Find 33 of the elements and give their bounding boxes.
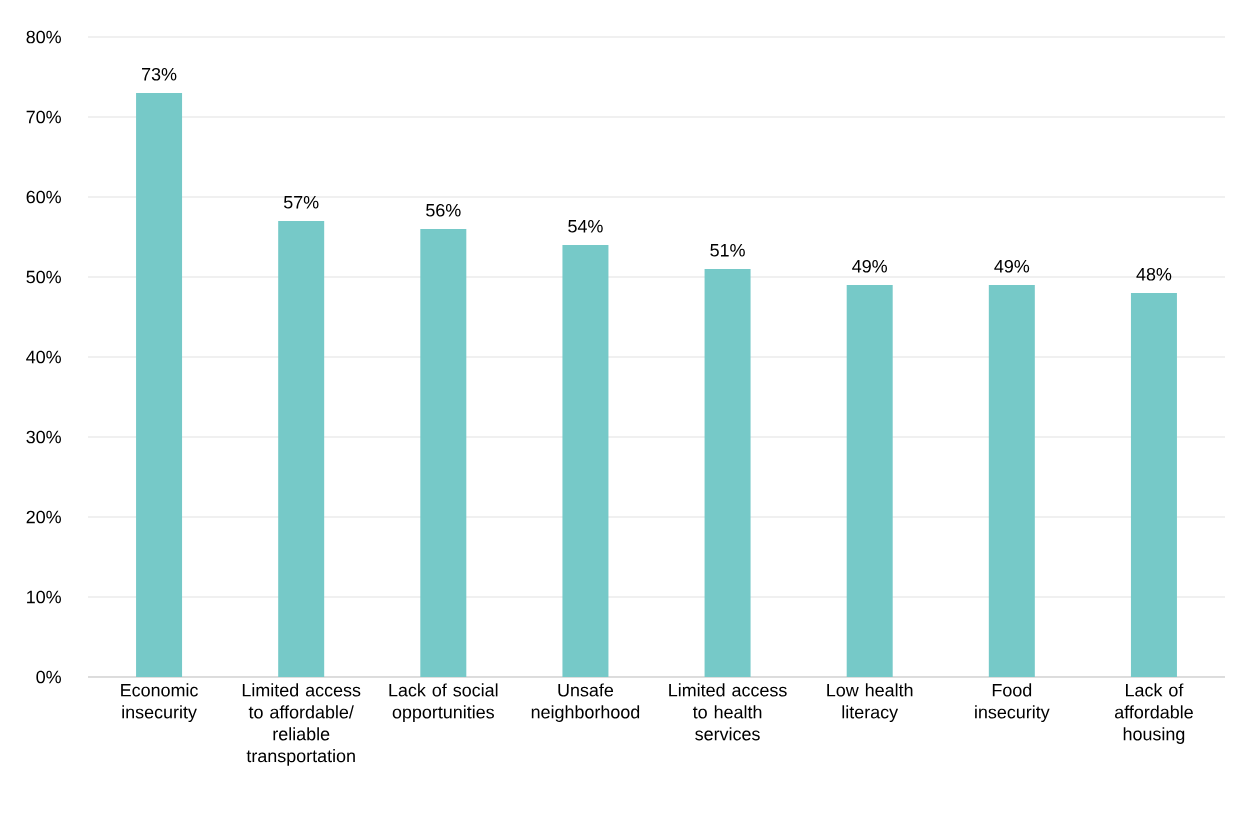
y-tick-label: 70% <box>26 110 61 124</box>
bar <box>988 285 1035 677</box>
data-label: 56% <box>426 203 461 217</box>
y-tick-label: 80% <box>26 30 61 44</box>
data-label: 54% <box>568 219 603 233</box>
x-tick-label: Unsafe neighborhood <box>531 683 640 722</box>
x-tick-label: Limited access to affordable/ reliable transportation <box>242 683 361 766</box>
y-tick-label: 10% <box>27 590 61 604</box>
bar <box>420 229 467 677</box>
bar <box>846 285 893 677</box>
data-label: 49% <box>852 259 887 273</box>
x-tick-label: Lack of social opportunities <box>389 683 498 722</box>
data-label: 48% <box>1136 267 1172 281</box>
data-label: 49% <box>994 259 1030 273</box>
x-tick-label: Lack of affordable housing <box>1114 683 1193 744</box>
bar <box>136 93 183 677</box>
bar <box>278 221 325 677</box>
y-tick-label: 40% <box>26 350 61 364</box>
bar <box>704 269 751 677</box>
x-tick-label: Economic insecurity <box>121 683 198 722</box>
data-label: 73% <box>142 67 177 81</box>
x-tick-label: Limited access to health services <box>669 683 787 741</box>
data-label: 57% <box>283 195 319 209</box>
x-tick-label: Low health literacy <box>827 683 913 722</box>
bar <box>562 245 609 677</box>
y-tick-label: 60% <box>26 190 61 204</box>
y-tick-label: 50% <box>26 270 61 284</box>
x-tick-label: Food insecurity <box>975 683 1050 722</box>
data-label: 51% <box>710 243 745 257</box>
y-tick-label: 20% <box>26 510 61 524</box>
bar <box>1130 293 1177 677</box>
y-tick-label: 0% <box>36 670 61 684</box>
y-tick-label: 30% <box>26 430 61 444</box>
